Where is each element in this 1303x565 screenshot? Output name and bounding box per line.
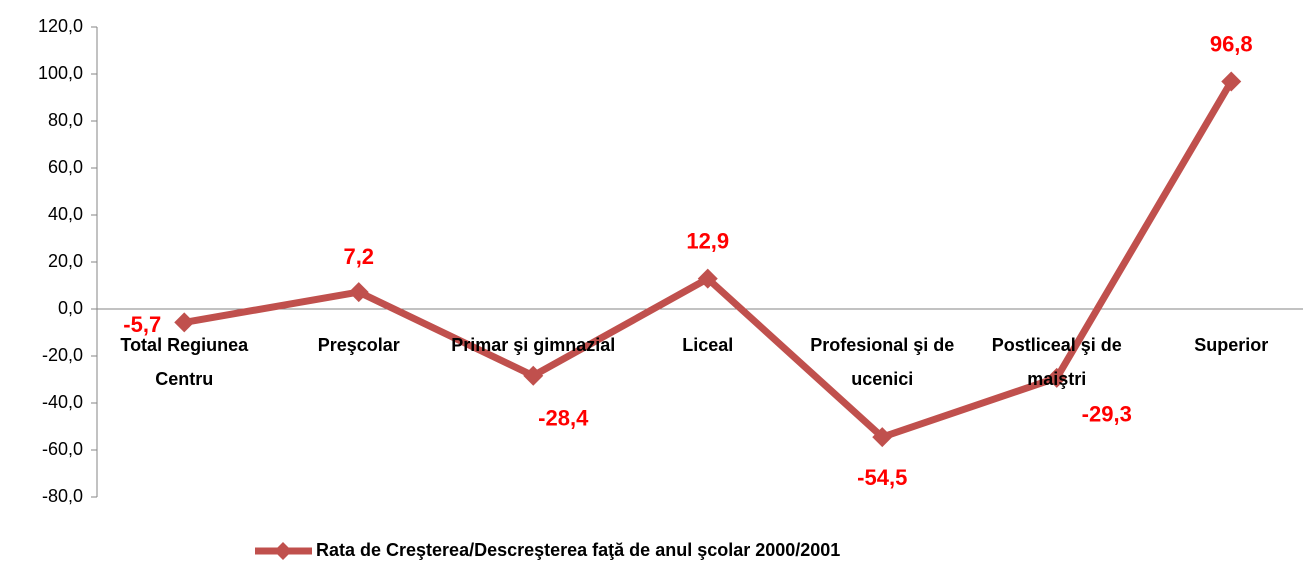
marker <box>872 427 893 448</box>
y-tick-label: 100,0 <box>38 63 83 83</box>
marker <box>348 282 369 303</box>
y-tick-label: 40,0 <box>48 204 83 224</box>
y-tick-label: -80,0 <box>42 486 83 506</box>
marker <box>1046 367 1067 388</box>
y-tick-label: 0,0 <box>58 298 83 318</box>
y-tick-label: 80,0 <box>48 110 83 130</box>
x-tick-label: Primar şi gimnazial <box>451 335 616 355</box>
x-tick-label: Postliceal şi de maiştri <box>991 335 1122 389</box>
data-label: -29,3 <box>1082 402 1132 427</box>
data-label: 7,2 <box>343 244 374 269</box>
legend-label: Rata de Creşterea/Descreşterea faţă de a… <box>316 540 840 560</box>
x-tick-label: Total Regiunea Centru <box>120 335 249 389</box>
data-label: -54,5 <box>857 465 907 490</box>
x-tick-label: Profesional şi de ucenici <box>810 335 955 389</box>
y-tick-label: 60,0 <box>48 157 83 177</box>
marker <box>697 268 718 289</box>
y-tick-label: -60,0 <box>42 439 83 459</box>
data-label: 96,8 <box>1210 31 1253 56</box>
data-label: -28,4 <box>538 406 589 431</box>
marker <box>174 312 195 333</box>
data-label: -5,7 <box>123 312 161 337</box>
y-tick-label: -40,0 <box>42 392 83 412</box>
y-tick-label: 120,0 <box>38 16 83 36</box>
x-tick-label: Preşcolar <box>317 335 400 355</box>
marker <box>523 365 544 386</box>
marker <box>1221 71 1242 92</box>
y-tick-label: -20,0 <box>42 345 83 365</box>
y-tick-label: 20,0 <box>48 251 83 271</box>
x-tick-label: Superior <box>1194 335 1269 355</box>
data-label: 12,9 <box>686 228 729 253</box>
x-tick-label: Liceal <box>682 335 734 355</box>
legend-marker <box>274 542 292 560</box>
